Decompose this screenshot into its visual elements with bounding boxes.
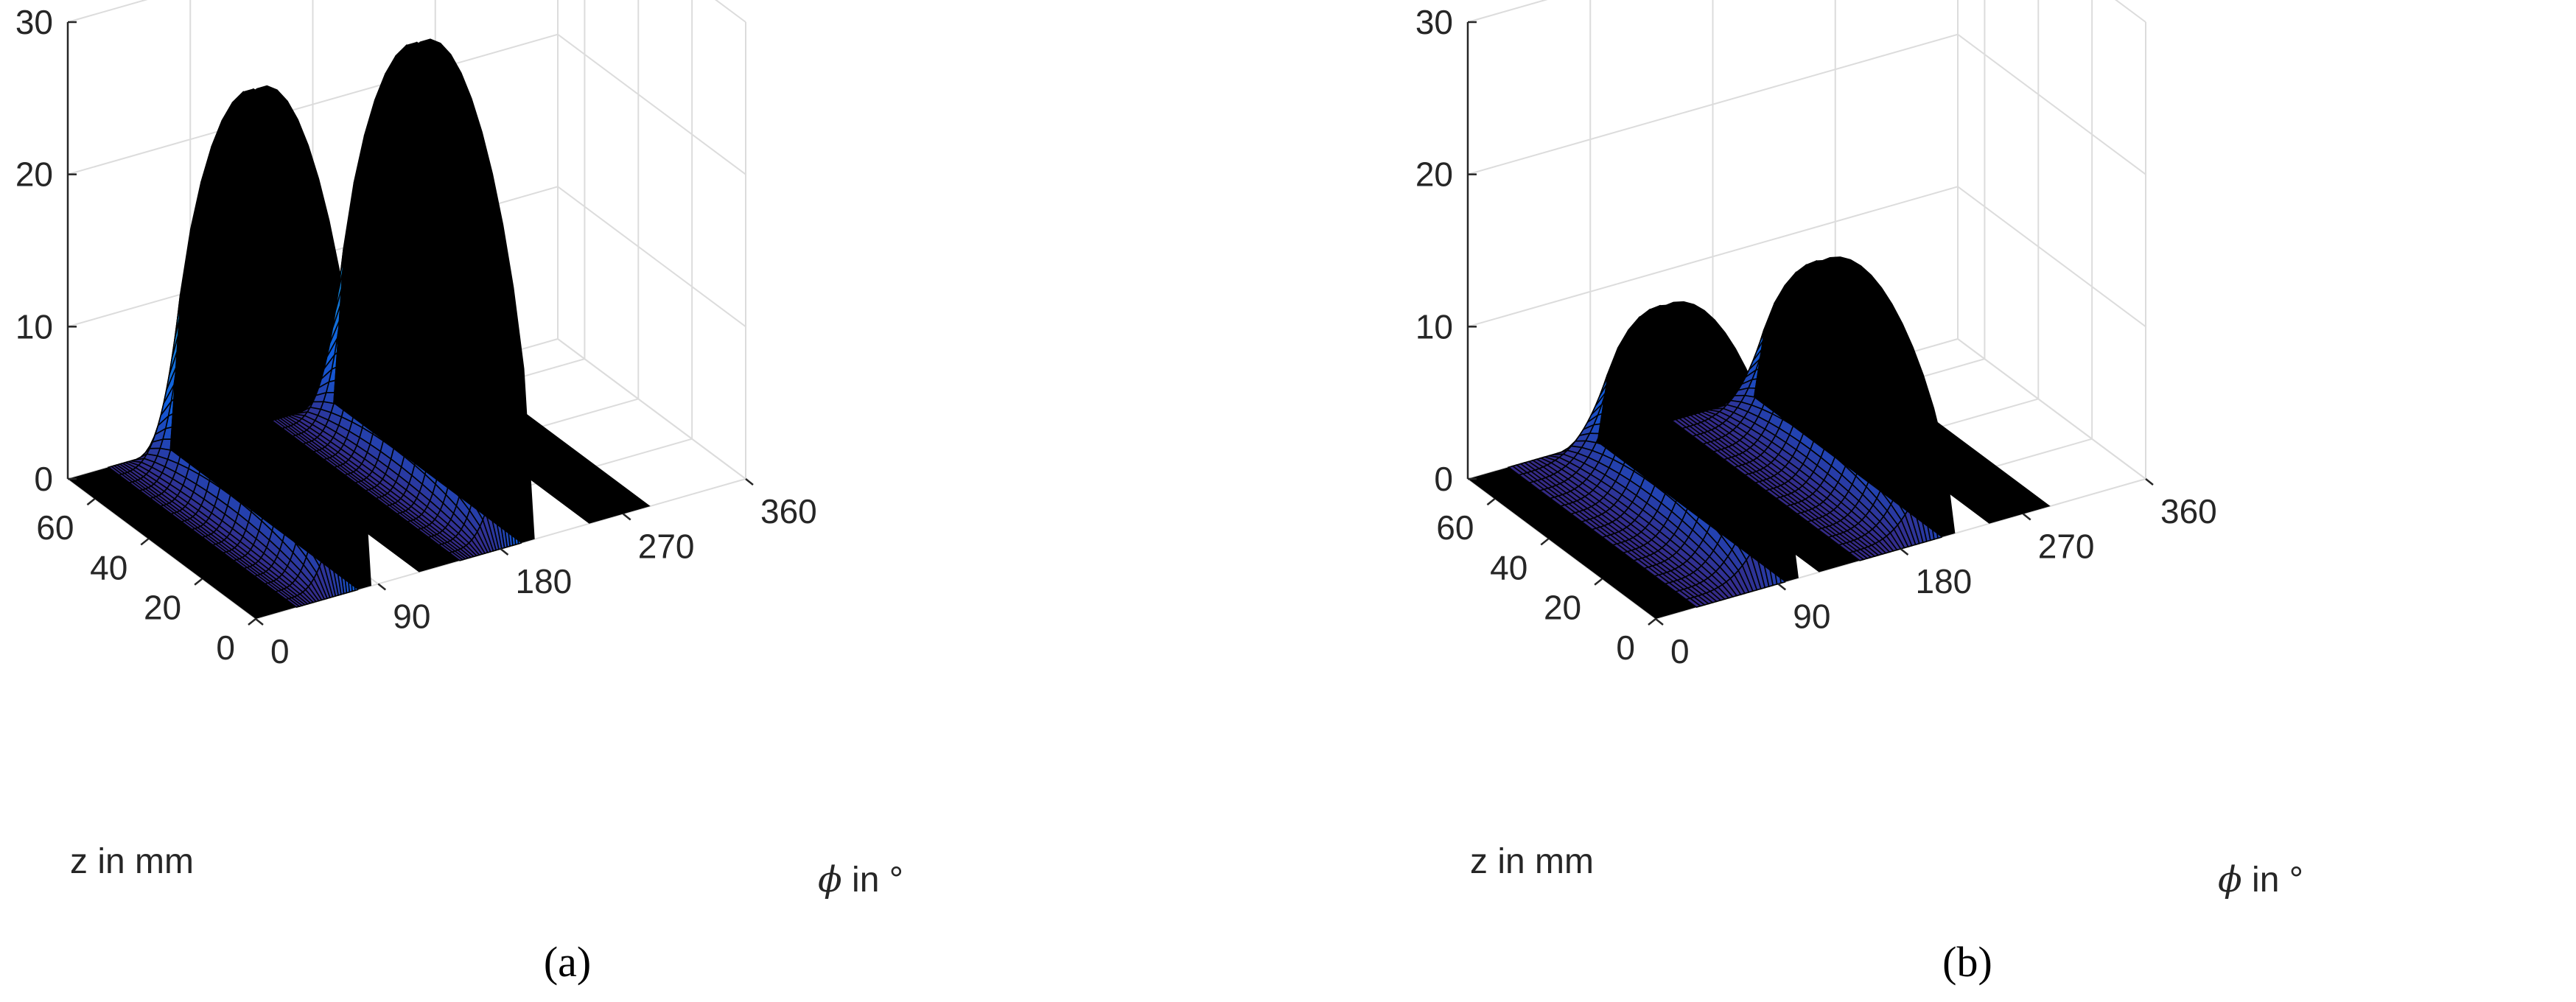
surface-cell	[1684, 598, 1702, 609]
phi-tick-label: 0	[1670, 632, 1690, 670]
chart-panel-b: 01020300204060090180270360Film pressure …	[1400, 0, 2576, 1002]
grid-line	[67, 33, 559, 175]
z-tick-label: 0	[1616, 628, 1635, 667]
p-tick-label: 0	[34, 460, 53, 498]
phi-tick-mark	[1900, 548, 1909, 556]
p-tick-label: 30	[1415, 3, 1453, 41]
phi-tick-label: 360	[2160, 492, 2217, 530]
phi-axis-label: ϕ in °	[2218, 859, 2303, 900]
pad-surface	[1670, 256, 1956, 561]
z-tick-mark	[1486, 498, 1496, 506]
chart-panel-a: 01020300204060090180270360Film pressure …	[15, 0, 903, 986]
phi-axis-label: ϕ in °	[818, 859, 903, 900]
grid-line	[1957, 186, 2146, 328]
p-tick-label: 10	[15, 307, 53, 346]
z-tick-mark	[194, 578, 203, 586]
phi-tick-mark	[377, 583, 387, 591]
phi-tick-mark	[2022, 513, 2031, 521]
p-tick-label: 10	[1415, 307, 1453, 346]
p-tick-label: 30	[15, 3, 53, 41]
grid-line	[1467, 33, 1959, 175]
phi-tick-label: 180	[516, 562, 573, 600]
z-tick-label: 20	[144, 589, 181, 627]
panel-label: (a)	[544, 938, 591, 986]
phi-symbol: ϕ	[2218, 859, 2242, 900]
groove-strip	[68, 467, 297, 619]
grid-line	[557, 33, 746, 175]
phi-tick-mark	[2145, 478, 2154, 486]
z-tick-mark	[140, 538, 150, 546]
pad-trailing-wall	[1753, 260, 1942, 538]
groove-strip	[1468, 467, 1697, 619]
z-tick-label: 60	[1436, 508, 1474, 547]
surface-cell	[284, 598, 301, 609]
surface-plot-b: 01020300204060090180270360Film pressure …	[1415, 0, 2303, 986]
p-tick-label: 20	[1415, 155, 1453, 194]
z-tick-label: 20	[1544, 589, 1581, 627]
z-tick-mark	[1594, 578, 1603, 586]
grid-line	[1957, 338, 2146, 480]
phi-tick-label: 270	[638, 528, 695, 566]
p-tick-label: 20	[15, 155, 53, 194]
phi-tick-label: 0	[270, 632, 290, 670]
pad-surface	[1507, 301, 1799, 609]
z-axis-label: z in mm	[70, 842, 194, 881]
surface-cell	[448, 551, 464, 561]
phi-tick-mark	[1655, 618, 1664, 626]
grid-line	[557, 338, 746, 480]
grid-line	[1467, 186, 1959, 328]
z-axis-label: z in mm	[1470, 842, 1594, 881]
grid-line	[715, 0, 746, 23]
pad-surface	[270, 38, 535, 561]
phi-unit: in °	[2242, 861, 2303, 900]
z-tick-mark	[86, 498, 96, 506]
phi-tick-mark	[745, 478, 754, 486]
phi-symbol: ϕ	[818, 859, 842, 900]
phi-tick-mark	[622, 513, 631, 521]
phi-tick-mark	[500, 548, 509, 556]
z-tick-label: 40	[1490, 548, 1527, 586]
phi-tick-label: 180	[1916, 562, 1973, 600]
surface-plot-a: 01020300204060090180270360Film pressure …	[15, 0, 903, 986]
pad-surface	[107, 85, 372, 609]
pad-top-cap	[333, 38, 535, 544]
phi-unit: in °	[842, 861, 903, 900]
pad-trailing-wall	[333, 42, 522, 544]
phi-tick-label: 360	[760, 492, 817, 530]
phi-tick-mark	[1777, 583, 1787, 591]
pad-trailing-wall	[169, 89, 358, 590]
pressure-surface	[1507, 256, 1956, 609]
z-tick-label: 40	[90, 548, 127, 586]
z-tick-mark	[248, 618, 256, 626]
z-tick-mark	[1648, 618, 1656, 626]
pressure-surface	[107, 38, 535, 609]
pad-trailing-wall	[1597, 305, 1785, 582]
axes: 0 10 20 30 0 20 40 60 0 90 180 270 360	[15, 3, 817, 670]
phi-tick-mark	[255, 618, 264, 626]
phi-tick-label: 90	[393, 598, 430, 636]
z-tick-mark	[1540, 538, 1550, 546]
p-tick-label: 0	[1434, 460, 1453, 498]
z-tick-label: 60	[36, 508, 74, 547]
pad-top-cap	[169, 85, 372, 590]
phi-tick-label: 90	[1793, 598, 1830, 636]
grid-line	[1957, 33, 2146, 175]
axes: 0 10 20 30 0 20 40 60 0 90 180 270 360	[1415, 3, 2217, 670]
phi-tick-label: 270	[2038, 528, 2095, 566]
grid-line	[2115, 0, 2146, 23]
surface-cell	[1848, 550, 1865, 561]
panel-label: (b)	[1942, 938, 1992, 986]
z-tick-label: 0	[216, 628, 235, 667]
grid-line	[557, 186, 746, 328]
